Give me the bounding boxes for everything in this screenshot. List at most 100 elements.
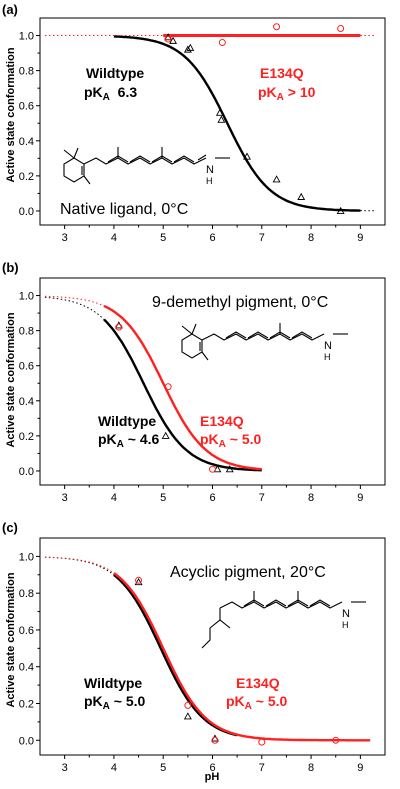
panel-b-xtick-label: 7	[259, 492, 265, 504]
panel-a-ylabel: Active state conformation	[5, 47, 17, 182]
panel-b-label: (b)	[2, 260, 19, 275]
panel-b-wildtype-fit-dotted	[44, 296, 105, 320]
panel-b-xtick-label: 5	[160, 492, 166, 504]
panel-c-ylabel: Active state conformation	[5, 572, 17, 707]
panel-b-wildtype-fit-line	[103, 318, 262, 472]
panel-a-e134q-annotation: E134Q pKA > 10	[258, 65, 316, 103]
panel-b-e134q-point	[164, 383, 172, 391]
demethyl-retinal-h: H	[324, 352, 331, 362]
panel-c-wildtype-label: Wildtype	[84, 675, 142, 691]
panel-b-ytick-label: 0.0	[19, 466, 34, 478]
panel-b-ylabel: Active state conformation	[5, 312, 17, 447]
panel-b-e134q-fit-dotted	[44, 295, 105, 307]
panel-c-ytick-label: 0.0	[19, 735, 34, 747]
panel-b-xtick-label: 6	[209, 492, 215, 504]
panel-c-ytick-label: 0.2	[19, 699, 34, 711]
panel-a-wildtype-point	[217, 115, 226, 123]
panel-a-xtick-label: 5	[160, 232, 166, 244]
panel-a-wildtype-point	[183, 45, 192, 53]
panel-b-ytick-label: 0.8	[19, 326, 34, 338]
panel-b-xtick-label: 3	[62, 492, 68, 504]
panel-b-e134q-point	[209, 465, 216, 473]
panel-c-e134q-label: E134Q	[236, 675, 280, 691]
panel-a-wildtype-point	[215, 108, 224, 116]
panel-b-xtick-label: 4	[111, 492, 117, 504]
panel-c-label: (c)	[2, 520, 18, 535]
panel-c-xtick-label: 6	[209, 762, 215, 774]
panel-a-ytick-label: 0.8	[19, 66, 34, 78]
panel-c: (c) 3 4 5 6 7 8 9 0.0 0.2 0.4 0.6 0.8 1.0 Active sta…	[2, 520, 386, 783]
panel-b-wildtype-point	[114, 321, 123, 329]
panel-a-wildtype-fit-line	[113, 35, 361, 212]
panel-c-wildtype-annotation: Wildtype pKA ~ 5.0	[84, 675, 146, 712]
native-retinal-nh: N	[206, 164, 214, 176]
panel-b-wildtype-label: Wildtype	[98, 413, 156, 429]
panel-b-e134q-label: E134Q	[200, 413, 244, 429]
panel-a-wildtype-point	[243, 152, 251, 160]
panel-a-ytick-label: 0.4	[19, 136, 34, 148]
panel-c-e134q-pka: pKA ~ 5.0	[226, 693, 288, 712]
panel-a-wildtype-label: Wildtype	[86, 65, 144, 81]
panel-a-wildtype-annotation: Wildtype pKA 6.3	[84, 65, 144, 103]
panel-c-e134q-fit-line	[113, 572, 371, 742]
panel-b-plot: 3 4 5 6 7 8 9 0.0 0.2 0.4 0.6 0.8 1.0	[19, 277, 386, 504]
panel-c-e134q-point	[258, 738, 266, 746]
panel-a-xtick-label: 8	[308, 232, 314, 244]
panel-a-e134q-label: E134Q	[260, 65, 304, 81]
panel-b-e134q-fit-line	[103, 304, 262, 471]
panel-b-e134q-pka: pKA ~ 5.0	[200, 431, 262, 450]
panel-a-wildtype-point	[272, 175, 281, 183]
panel-a-wildtype-point	[297, 192, 306, 200]
panel-a-e134q-point	[337, 25, 345, 33]
demethyl-retinal-nh: N	[324, 340, 332, 352]
panel-a-wildtype-point	[164, 33, 173, 41]
panel-c-xtick-label: 4	[111, 762, 117, 774]
panel-c-ytick-label: 1.0	[19, 551, 34, 563]
panel-c-wildtype-point	[134, 578, 143, 586]
panel-b: (b) 3 4 5 6 7 8 9 0.0 0.2 0.4 0.6 0.8 1.0 Active sta…	[2, 260, 386, 504]
panel-b-wildtype-point	[161, 431, 170, 439]
panel-b-wildtype-pka: pKA ~ 4.6	[98, 431, 160, 450]
panel-c-e134q-point	[135, 576, 143, 584]
panel-a-plot: 3 4 5 6 7 8 9 0.0 0.2 0.4 0.6 0.8 1.0	[19, 17, 386, 244]
panel-c-xtick-label: 8	[308, 762, 314, 774]
native-retinal-h: H	[206, 176, 213, 186]
panel-a-frame	[39, 17, 386, 226]
panel-a-e134q-point	[164, 35, 172, 43]
panel-c-e134q-point	[184, 701, 192, 709]
panel-c-xlabel: pH	[205, 771, 220, 783]
panel-a: (a) 3 4 5 6 7 8 9 0.0 0.2 0.4 0.6 0.8 1.0 Active sta…	[2, 2, 386, 244]
panel-c-ytick-label: 0.8	[19, 588, 34, 600]
panel-b-title: 9-demethyl pigment, 0°C	[152, 294, 328, 311]
panel-a-xtick-label: 6	[209, 232, 215, 244]
panel-a-wildtype-pka: pKA 6.3	[84, 84, 137, 103]
panel-c-e134q-point	[211, 736, 219, 744]
panel-b-wildtype-annotation: Wildtype pKA ~ 4.6	[98, 413, 160, 450]
panel-c-xtick-label: 7	[259, 762, 265, 774]
panel-b-e134q-annotation: E134Q pKA ~ 5.0	[200, 413, 262, 450]
panel-a-ytick-label: 0.6	[19, 101, 34, 113]
panel-b-ytick-label: 0.6	[19, 361, 34, 373]
panel-c-e134q-annotation: E134Q pKA ~ 5.0	[226, 675, 288, 712]
native-retinal-structure	[63, 147, 230, 185]
panel-c-wildtype-pka: pKA ~ 5.0	[84, 693, 146, 712]
panel-b-xtick-label: 8	[308, 492, 314, 504]
panel-a-label: (a)	[2, 2, 18, 17]
panel-c-e134q-fit-dotted	[44, 556, 115, 574]
panel-c-xtick-label: 3	[62, 762, 68, 774]
panel-c-title: Acyclic pigment, 20°C	[170, 564, 326, 581]
panel-a-wildtype-point	[186, 43, 195, 51]
panel-c-ytick-label: 0.6	[19, 625, 34, 637]
acyclic-retinal-h: H	[342, 620, 349, 630]
panel-b-ytick-label: 0.2	[19, 431, 34, 443]
panel-a-xtick-label: 4	[111, 232, 117, 244]
panel-a-xtick-label: 3	[62, 232, 68, 244]
panel-a-wildtype-point	[169, 36, 178, 44]
acyclic-retinal-nh: N	[342, 608, 350, 620]
panel-a-e134q-point	[273, 23, 281, 31]
panel-a-e134q-pka: pKA > 10	[258, 84, 316, 103]
acyclic-retinal-structure	[201, 591, 366, 649]
panel-b-wildtype-point	[225, 465, 234, 473]
panel-b-ytick-label: 0.4	[19, 396, 34, 408]
